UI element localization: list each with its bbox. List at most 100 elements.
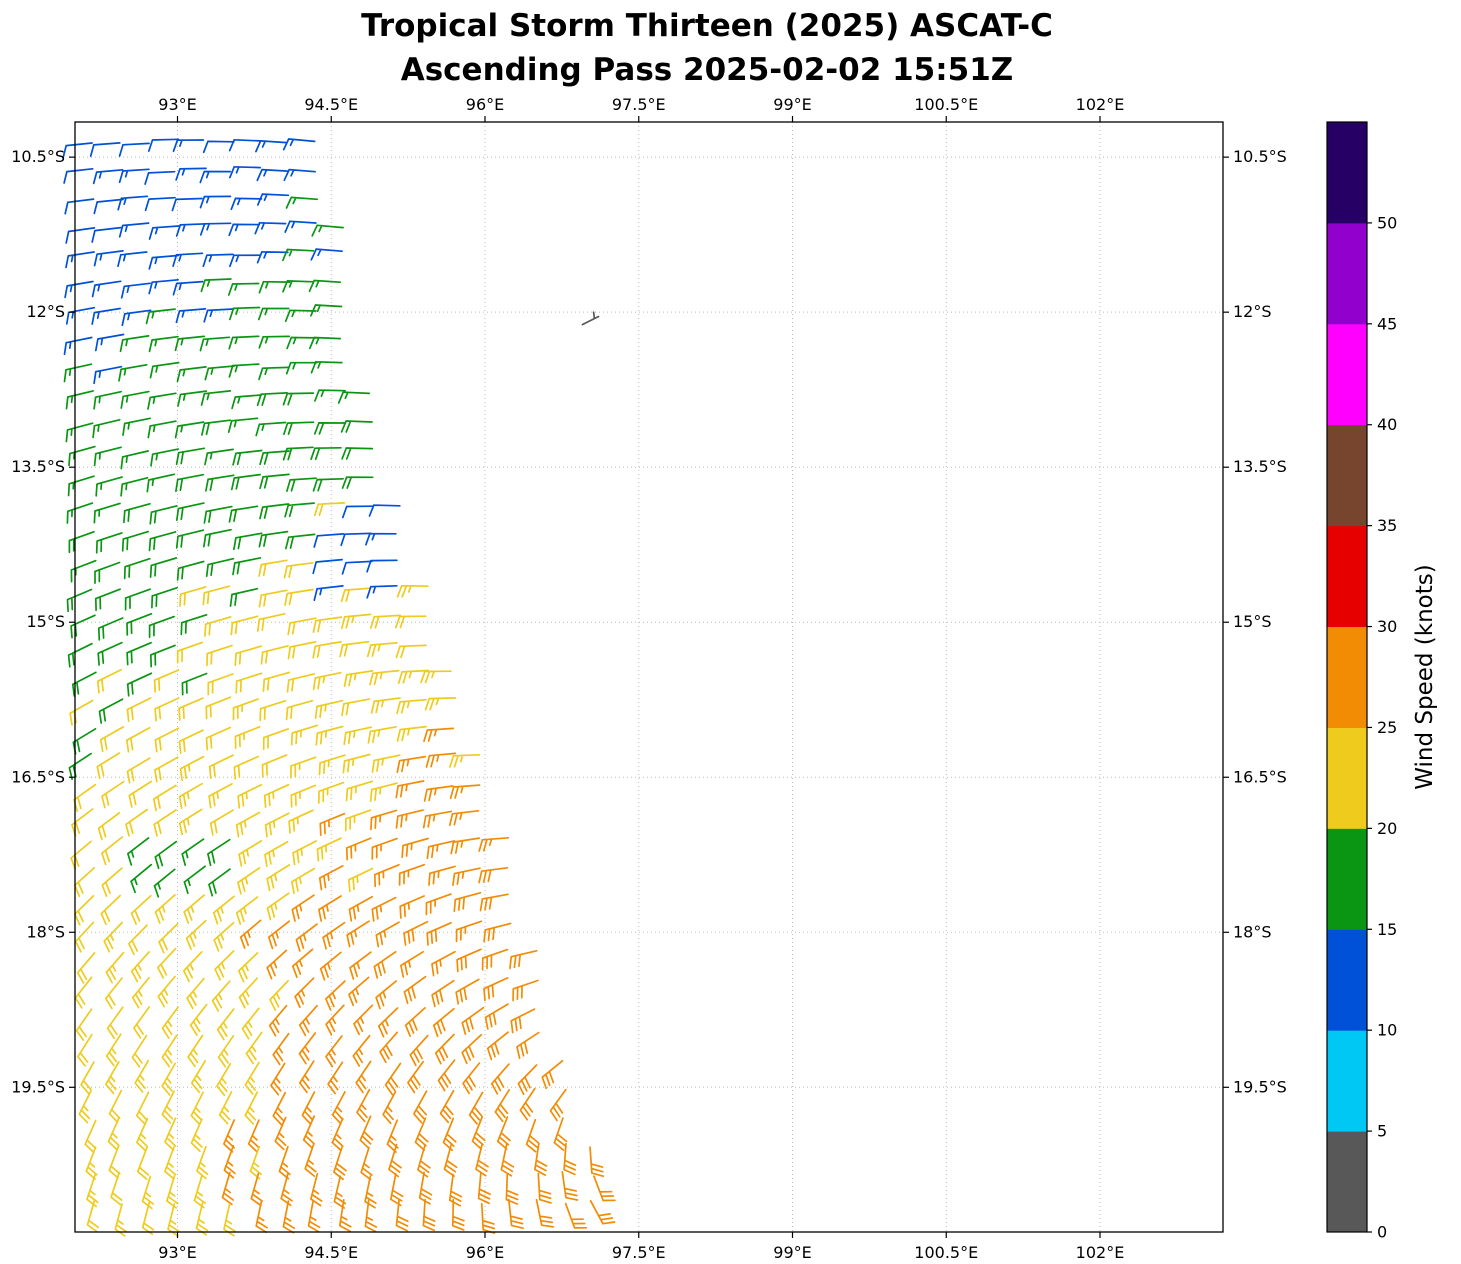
axis-tick-labels: 93°E 93°E 94.5°E 94.5°E 96°E 96°E 97.5°E 97.5°E… bbox=[11, 95, 1287, 1262]
wind-barb bbox=[400, 950, 424, 978]
wind-barb bbox=[259, 699, 287, 722]
wind-barb bbox=[97, 641, 123, 666]
wind-barb bbox=[179, 755, 205, 782]
wind-barb bbox=[282, 248, 315, 262]
wind-barb bbox=[258, 280, 291, 294]
wind-barb bbox=[97, 617, 124, 641]
wind-barb bbox=[516, 1031, 540, 1060]
wind-barb bbox=[343, 726, 373, 746]
wind-barb bbox=[149, 557, 178, 578]
wind-barb bbox=[214, 950, 235, 981]
wind-barb bbox=[455, 978, 480, 1005]
y-tick-label-left: 16.5°S bbox=[11, 767, 65, 786]
wind-barb bbox=[480, 1202, 496, 1234]
wind-barb bbox=[149, 505, 178, 525]
wind-barb bbox=[190, 1091, 204, 1125]
wind-barb bbox=[189, 1003, 208, 1036]
colorbar-tick-label: 50 bbox=[1377, 213, 1397, 232]
wind-barb bbox=[379, 1031, 399, 1064]
wind-barb bbox=[456, 948, 482, 973]
wind-barb bbox=[183, 865, 206, 895]
y-tick-label-left: 13.5°S bbox=[11, 457, 65, 476]
x-tick-label-top: 93°E bbox=[158, 95, 196, 114]
wind-barb bbox=[174, 421, 205, 439]
wind-barb bbox=[356, 1088, 371, 1123]
wind-barb bbox=[65, 251, 95, 269]
wind-barb bbox=[233, 755, 260, 780]
wind-barb bbox=[195, 1202, 209, 1236]
wind-barb bbox=[417, 1143, 431, 1178]
wind-barb bbox=[311, 224, 344, 237]
wind-barb bbox=[78, 1090, 92, 1124]
wind-barb bbox=[227, 282, 260, 296]
wind-barb bbox=[365, 532, 397, 546]
wind-barb bbox=[149, 361, 180, 379]
wind-barb bbox=[175, 502, 205, 522]
wind-barb bbox=[74, 921, 95, 953]
wind-barb bbox=[298, 1004, 318, 1037]
wind-barb bbox=[274, 1116, 287, 1151]
wind-barb bbox=[510, 1008, 536, 1034]
wind-barb bbox=[126, 641, 152, 666]
wind-barb bbox=[348, 895, 374, 922]
wind-barb bbox=[105, 1060, 120, 1095]
wind-barb bbox=[308, 336, 342, 350]
wind-barb bbox=[310, 1172, 323, 1207]
wind-barb bbox=[204, 365, 236, 381]
wind-barb bbox=[317, 781, 345, 804]
colorbar-tick-label: 35 bbox=[1377, 516, 1397, 535]
wind-barb bbox=[131, 976, 150, 1009]
wind-barb bbox=[282, 138, 316, 151]
colorbar-tick-label: 40 bbox=[1377, 415, 1397, 434]
wind-barb bbox=[175, 529, 205, 549]
wind-barb bbox=[148, 225, 180, 240]
wind-barb bbox=[343, 670, 374, 688]
wind-barb bbox=[229, 587, 259, 607]
wind-barb bbox=[176, 641, 204, 664]
y-tick-label-right: 18°S bbox=[1233, 922, 1272, 941]
wind-barb bbox=[207, 838, 231, 867]
wind-barb bbox=[291, 948, 314, 979]
wind-barb bbox=[285, 699, 314, 721]
wind-barb bbox=[534, 1142, 548, 1176]
wind-barb bbox=[93, 198, 124, 215]
wind-barb bbox=[563, 1142, 577, 1176]
wind-barb bbox=[290, 724, 319, 746]
wind-barb bbox=[257, 307, 290, 321]
wind-barb bbox=[259, 473, 290, 490]
wind-barb bbox=[256, 193, 290, 206]
wind-barb bbox=[287, 617, 317, 636]
wind-barb bbox=[448, 1173, 463, 1207]
wind-barb bbox=[121, 530, 150, 552]
wind-barb bbox=[230, 473, 261, 491]
wind-barb bbox=[128, 780, 153, 808]
wind-barb bbox=[66, 502, 94, 524]
wind-barb bbox=[371, 754, 401, 773]
wind-barb bbox=[368, 504, 401, 517]
wind-barb bbox=[272, 1091, 287, 1126]
wind-barb bbox=[316, 837, 342, 862]
colorbar-tick-label: 20 bbox=[1377, 819, 1397, 838]
wind-barb bbox=[371, 896, 397, 922]
colorbar-tick-label: 30 bbox=[1377, 617, 1397, 636]
wind-barb bbox=[403, 920, 429, 946]
wind-barb bbox=[407, 1060, 424, 1094]
wind-barb bbox=[164, 1146, 177, 1180]
wind-barb bbox=[72, 727, 97, 755]
x-tick-label-bottom: 100.5°E bbox=[914, 1243, 978, 1262]
colorbar-tick-label: 0 bbox=[1377, 1223, 1387, 1242]
wind-barb bbox=[395, 644, 427, 659]
wind-barb bbox=[131, 1034, 148, 1068]
x-tick-label-top: 100.5°E bbox=[914, 95, 978, 114]
wind-barb bbox=[314, 699, 344, 720]
wind-barb bbox=[292, 840, 318, 866]
wind-barb bbox=[399, 895, 425, 919]
wind-barb bbox=[199, 222, 232, 236]
wind-barb bbox=[126, 612, 153, 636]
wind-barb bbox=[65, 227, 96, 244]
wind-barb bbox=[121, 309, 152, 327]
wind-barb bbox=[205, 696, 232, 720]
wind-barb bbox=[76, 952, 96, 984]
wind-barb bbox=[280, 1172, 293, 1207]
